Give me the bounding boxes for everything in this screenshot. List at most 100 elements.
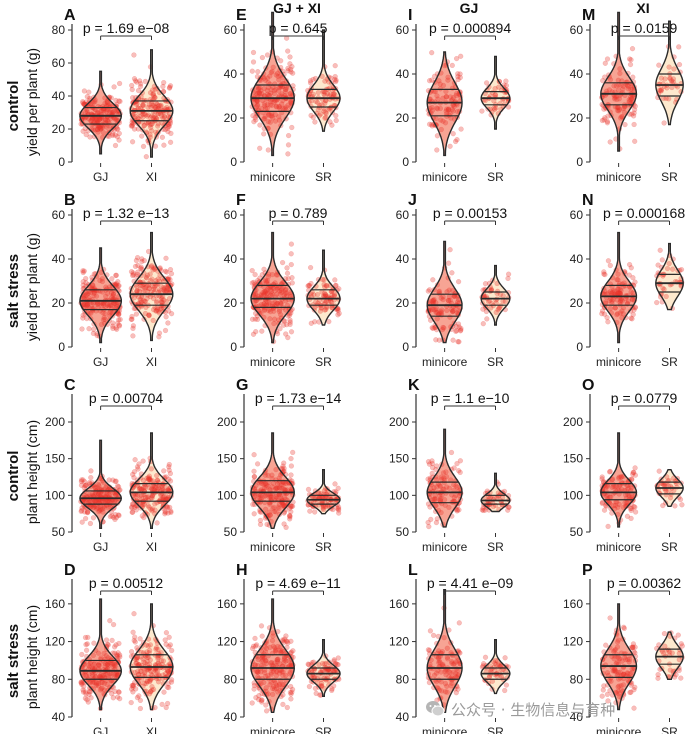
data-point [97, 126, 104, 132]
data-point [287, 66, 294, 72]
data-point [285, 142, 292, 148]
data-point [307, 508, 313, 514]
data-point [129, 505, 135, 511]
data-point [161, 689, 167, 695]
data-point [150, 317, 156, 324]
data-point [602, 60, 608, 66]
data-point [285, 334, 291, 341]
data-point [98, 125, 104, 132]
data-point [94, 126, 101, 133]
data-point [437, 497, 443, 503]
y-tick-label: 40 [396, 252, 410, 266]
data-point [162, 268, 169, 274]
data-point [430, 277, 436, 283]
data-point [496, 305, 502, 312]
data-point [611, 484, 617, 490]
y-tick-label: 40 [224, 252, 238, 266]
data-point [671, 66, 677, 72]
data-point [268, 671, 274, 678]
y-tick-label: 160 [563, 597, 583, 611]
data-point [101, 314, 107, 321]
data-point [103, 117, 109, 123]
data-point [152, 104, 159, 110]
data-point [92, 97, 98, 103]
data-point [612, 668, 618, 674]
data-point [130, 121, 136, 127]
y-tick-label: 20 [224, 111, 238, 125]
data-point [620, 83, 627, 89]
data-point [129, 119, 135, 126]
y-tick-label: 50 [52, 525, 66, 539]
data-point [434, 147, 440, 153]
data-point [79, 651, 85, 658]
data-point [285, 132, 292, 139]
data-point [113, 272, 119, 279]
data-point [130, 629, 136, 635]
data-point [437, 660, 443, 666]
data-point [269, 68, 275, 75]
panel-letter: N [582, 192, 594, 209]
data-point [265, 79, 271, 86]
x-tick-label: minicore [422, 540, 468, 554]
data-point [618, 474, 624, 480]
data-point [100, 124, 106, 131]
data-point [288, 455, 294, 462]
data-point [163, 630, 170, 636]
x-tick-label: SR [487, 170, 504, 184]
data-point [263, 280, 270, 286]
data-point [166, 634, 172, 640]
panel-E: E 0 20 40 60 minicore SR p = 0.645 [224, 7, 342, 184]
panel-letter: K [408, 377, 420, 394]
data-point [629, 316, 635, 322]
data-point [254, 103, 261, 109]
data-point [605, 319, 611, 325]
data-point [333, 77, 339, 83]
data-point [678, 641, 684, 647]
y-tick-label: 80 [570, 672, 584, 686]
data-point [440, 95, 446, 101]
data-point [253, 117, 259, 123]
data-point [117, 696, 123, 702]
data-point [262, 77, 269, 83]
y-tick-label: 120 [563, 635, 583, 649]
data-point [274, 657, 281, 663]
y-tick-label: 0 [402, 340, 409, 354]
p-value-label: p = 0.789 [269, 205, 328, 221]
data-point [617, 70, 623, 77]
data-point [321, 277, 327, 283]
data-point [605, 258, 612, 264]
data-point [657, 247, 663, 253]
data-point [152, 94, 158, 101]
data-point [437, 310, 443, 316]
data-point [164, 104, 170, 111]
data-point [502, 687, 508, 694]
row-ylabel: yield per plant (g) [24, 48, 40, 156]
data-point [492, 495, 498, 501]
data-point [435, 667, 441, 674]
data-point [332, 277, 338, 283]
data-point [447, 247, 453, 253]
y-tick-label: 60 [570, 23, 584, 37]
data-point [251, 279, 257, 286]
data-point [287, 514, 293, 520]
data-point [332, 63, 338, 69]
data-point [267, 119, 274, 125]
data-point [264, 91, 271, 97]
data-point [615, 637, 622, 643]
panel-J: J 0 20 40 60 minicore SR p = 0.00153 [396, 192, 512, 369]
data-point [92, 99, 98, 105]
y-tick-label: 120 [217, 635, 237, 649]
data-point [88, 310, 94, 316]
data-point [138, 81, 144, 87]
data-point [322, 115, 328, 121]
data-point [145, 104, 151, 111]
data-point [483, 80, 490, 86]
x-tick-label: SR [487, 725, 504, 734]
y-tick-label: 200 [45, 415, 65, 429]
y-tick-label: 20 [52, 122, 66, 136]
data-point [281, 659, 287, 666]
data-point [445, 260, 452, 266]
data-point [81, 88, 88, 94]
violin-minicore [251, 12, 295, 156]
y-tick-label: 40 [396, 67, 410, 81]
